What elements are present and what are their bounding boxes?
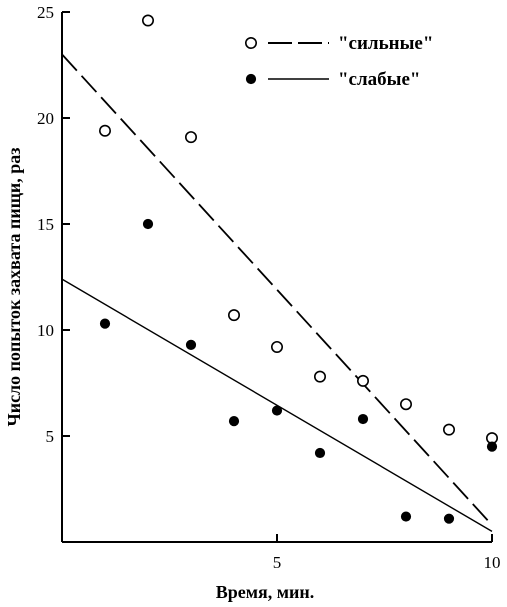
y-tick-label-20: 20 [37,109,54,128]
data-point-series-1-1 [142,218,154,230]
data-point-series-0-5 [313,370,326,383]
data-point-series-0-2 [185,131,198,144]
data-point-series-0-7 [399,398,412,411]
y-tick-label-15: 15 [37,215,54,234]
data-point-series-0-0 [99,124,112,137]
data-point-series-0-3 [228,309,241,322]
data-point-series-1-8 [443,513,455,524]
x-axis-title: Время, мин. [216,582,315,602]
data-point-series-1-6 [357,413,369,425]
data-point-series-1-9 [486,441,498,452]
data-point-series-1-4 [271,405,283,416]
data-point-series-1-2 [185,339,197,350]
data-point-series-0-6 [356,374,369,387]
data-point-series-0-1 [142,14,155,27]
legend: "сильные" "слабые" [245,33,433,90]
data-point-series-1-3 [228,416,240,427]
trend-line-series-0 [61,53,493,526]
legend-marker-0 [245,36,258,49]
legend-label-0: "сильные" [338,33,433,54]
x-tick-label-10: 10 [484,553,501,572]
trend-lines [61,53,493,533]
legend-marker-1 [245,73,257,85]
y-axis-title: Число попыток захвата пищи, раз [4,147,24,426]
ticks: 5 10 15 20 25 5 10 [37,3,501,572]
y-tick-label-25: 25 [37,3,54,22]
axes [61,12,492,543]
data-points [99,14,498,524]
y-tick-label-10: 10 [37,321,54,340]
y-tick-label-5: 5 [46,427,55,446]
data-point-series-1-5 [314,447,326,459]
data-point-series-0-8 [442,423,455,436]
x-tick-label-5: 5 [273,553,282,572]
data-point-series-0-4 [270,340,283,353]
data-point-series-1-7 [400,511,412,522]
trend-line-series-1 [61,278,493,533]
legend-label-1: "слабые" [338,69,420,90]
data-point-series-1-0 [99,318,111,329]
